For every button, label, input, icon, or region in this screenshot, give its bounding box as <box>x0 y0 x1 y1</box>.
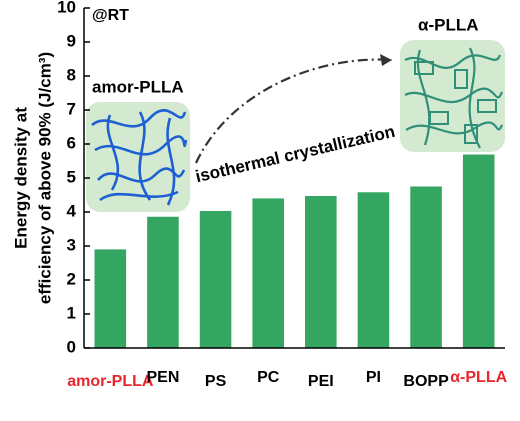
y-tick-label: 1 <box>67 303 76 322</box>
bar <box>305 196 337 348</box>
x-tick-label: PI <box>366 369 381 386</box>
annotation: isothermal crystallization <box>194 122 397 186</box>
crystal-chains <box>404 47 504 149</box>
crystal-illustration <box>400 40 505 152</box>
x-tick-label: PEI <box>308 373 334 390</box>
bar <box>94 249 127 348</box>
bar <box>462 154 495 348</box>
annotation: amor-PLLA <box>92 77 184 96</box>
y-tick-label: 2 <box>67 269 76 288</box>
y-tick-label: 0 <box>67 337 76 356</box>
annotation: α-PLLA <box>418 15 479 34</box>
amorphous-illustration <box>86 102 190 212</box>
y-tick-label: 6 <box>67 133 76 152</box>
y-tick-label: 5 <box>67 167 76 186</box>
y-axis-label: Energy density at efficiency of above 90… <box>11 52 54 304</box>
y-tick-label: 8 <box>67 65 76 84</box>
bar <box>357 192 390 348</box>
bar <box>252 198 284 348</box>
bar <box>199 210 232 348</box>
arrow <box>195 58 393 164</box>
y-label-line: Energy density at <box>11 107 30 249</box>
lamellae <box>414 61 497 144</box>
x-tick-label: PEN <box>146 369 179 386</box>
y-tick-label: 7 <box>67 99 76 118</box>
x-tick-label: PC <box>257 369 280 386</box>
amorphous-chains <box>91 109 188 206</box>
annotation: @RT <box>92 7 129 24</box>
bar <box>410 186 442 348</box>
x-tick-label: amor-PLLA <box>67 373 154 390</box>
x-tick-label: PS <box>205 373 227 390</box>
y-label-line: efficiency of above 90% (J/cm³) <box>35 52 54 304</box>
y-tick-label: 10 <box>57 0 76 16</box>
arrow-head <box>380 54 392 66</box>
bar <box>147 216 179 348</box>
x-tick-label: α-PLLA <box>450 369 507 386</box>
y-tick-label: 4 <box>67 201 77 220</box>
y-tick-label: 3 <box>67 235 76 254</box>
x-tick-label: BOPP <box>403 373 449 390</box>
y-tick-label: 9 <box>67 31 76 50</box>
